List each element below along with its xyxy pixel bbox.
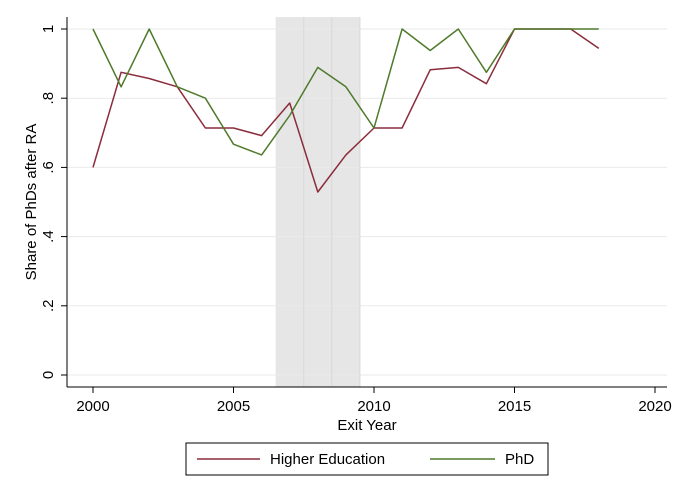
y-tick-label: .8: [40, 92, 57, 105]
y-tick-label: .2: [40, 300, 57, 313]
y-tick-label: 1: [40, 25, 57, 33]
x-tick-label: 2005: [217, 398, 250, 415]
y-tick-label: .4: [40, 230, 57, 243]
y-tick-label: 0: [40, 371, 57, 379]
legend: Higher Education PhD: [186, 443, 548, 475]
x-tick-label: 2000: [76, 398, 109, 415]
x-tick-label: 2020: [638, 398, 671, 415]
x-tick-label: 2015: [498, 398, 531, 415]
legend-label-higher-education: Higher Education: [270, 451, 385, 468]
x-axis-label: Exit Year: [337, 417, 396, 434]
legend-label-phd: PhD: [505, 451, 534, 468]
y-axis-label: Share of PhDs after RA: [23, 124, 40, 281]
y-tick-label: .6: [40, 161, 57, 174]
shaded-period: [276, 17, 360, 387]
x-tick-label: 2010: [357, 398, 390, 415]
